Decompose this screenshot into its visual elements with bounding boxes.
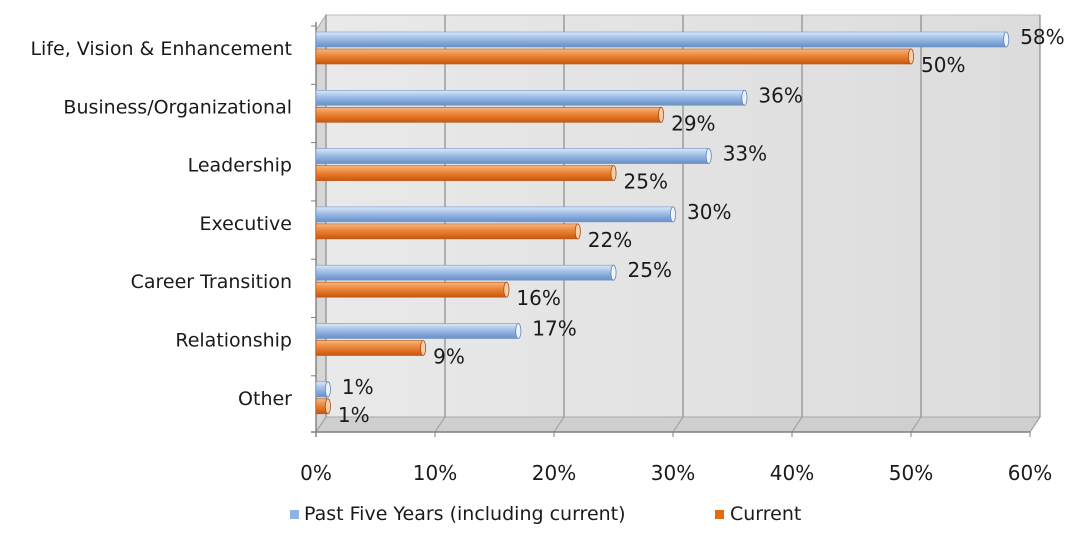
bar-body [315,264,614,281]
bar-end-cap [324,398,331,415]
legend-label: Past Five Years (including current) [304,503,626,525]
category-label: Leadership [188,155,292,177]
bar [315,165,617,182]
x-tick-label: 50% [889,461,933,485]
x-tick-label: 0% [300,461,332,485]
data-labels: 58% 50% 36% 29% 33% 25% 30% 22% 25% 16% 17% 9% 1% 1% [338,25,1065,427]
gridline-floor [910,416,922,433]
data-label: 33% [723,142,767,166]
bar [315,323,522,339]
bar-end-cap [658,106,665,123]
data-label: 36% [758,83,802,107]
bar [315,31,1010,48]
category-label: Other [238,388,292,410]
bar-end-cap [610,165,617,182]
gridline-floor [553,416,565,433]
bar-body [315,340,424,356]
legend-label: Current [730,503,801,525]
bars [315,31,1010,415]
plot-background [315,13,1041,434]
data-label: 25% [624,170,668,194]
data-label: 1% [338,403,370,427]
legend-swatch [715,510,724,519]
bar-body [315,165,614,181]
bar [315,48,915,65]
category-label: Relationship [175,330,292,352]
data-label: 17% [532,317,576,341]
data-label: 25% [628,258,672,282]
legend-item[interactable]: Current [715,503,801,525]
category-axis: Life, Vision & Enhancement Business/Organ… [30,25,316,410]
bar-end-cap [503,281,510,298]
legend[interactable]: Past Five Years (including current) Curre… [290,503,801,525]
bar-end-cap [741,89,748,106]
bar-body [315,107,662,123]
bar [315,223,581,240]
bar-end-cap [610,264,617,281]
bar-end-cap [574,223,581,240]
bar-body [315,281,507,298]
bar-end-cap [324,381,331,398]
data-label: 16% [516,286,560,310]
data-label: 29% [671,111,715,135]
legend-swatch [290,510,299,519]
x-tick-label: 30% [651,461,695,485]
bar-end-cap [1003,31,1010,48]
bar [315,206,677,223]
bar [315,264,617,281]
bar-body [315,31,1007,48]
category-label: Business/Organizational [63,96,292,118]
x-tick-label: 60% [1008,461,1052,485]
data-label: 9% [433,345,465,369]
bar [315,106,665,123]
bar [315,340,427,356]
value-axis: 0% 10% 20% 30% 40% 50% 60% [300,432,1052,485]
side-wall [315,13,327,434]
bar-body [315,90,745,106]
data-label: 1% [342,375,374,399]
category-label: Executive [199,213,292,235]
data-label: 58% [1020,25,1064,49]
gridline-floor [434,416,446,433]
bar-body [315,323,519,339]
data-label: 30% [687,200,731,224]
gridline-floor [1029,416,1041,433]
data-label: 50% [921,53,965,77]
x-tick-label: 40% [770,461,814,485]
bar-end-cap [705,148,712,165]
bar-body [315,223,579,240]
legend-item[interactable]: Past Five Years (including current) [290,503,626,525]
category-label: Life, Vision & Enhancement [30,38,292,60]
gridline-floor [672,416,684,433]
gridline-floor [315,416,327,433]
bar-end-cap [670,206,677,223]
x-tick-label: 10% [413,461,457,485]
bar [315,89,748,106]
bar-body [315,206,674,223]
bar-body [315,148,710,164]
bar [315,281,510,298]
gridlines [311,15,1041,437]
x-tick-label: 20% [532,461,576,485]
bar [315,148,712,165]
bar-end-cap [515,323,522,339]
gridline-floor [791,416,803,433]
bar [315,398,331,415]
bar-end-cap [908,48,915,65]
category-label: Career Transition [131,271,292,293]
bar-body [315,48,912,65]
data-label: 22% [588,228,632,252]
bar-end-cap [420,340,427,356]
bar [315,381,331,398]
